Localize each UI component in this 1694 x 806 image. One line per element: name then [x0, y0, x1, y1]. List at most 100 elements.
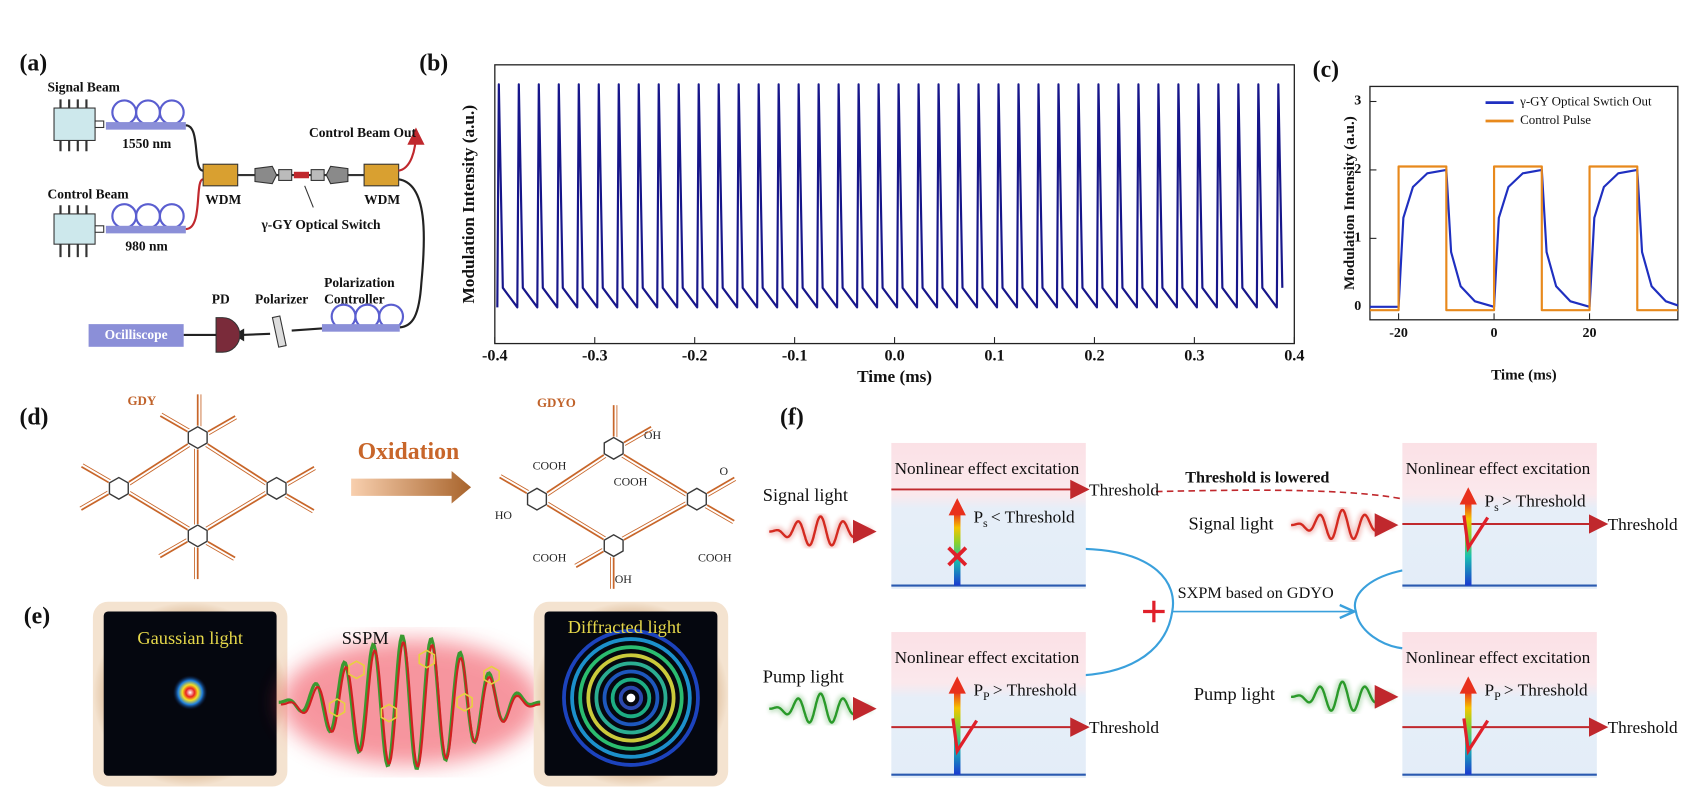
x-tick-label: 0.3: [1184, 346, 1204, 364]
light-wave: [769, 692, 877, 724]
x-tick-label: -0.2: [682, 346, 708, 364]
light-wave: [769, 515, 877, 547]
image-label: Diffracted light: [568, 617, 681, 637]
alkyne-bond: [79, 490, 109, 508]
case: Nonlinear effect excitation Threshold Pump…: [763, 632, 1159, 778]
threshold-label: Threshold: [1608, 515, 1678, 534]
ring-mask: [601, 436, 626, 461]
ring: [618, 685, 644, 711]
energy-arrow: [953, 691, 961, 775]
data-line: [1369, 165, 1678, 312]
condition-subscript: P: [983, 689, 990, 703]
y-axis-label: Modulation Intensity (a.u.): [459, 105, 478, 304]
ring-mask: [106, 476, 131, 501]
alkyne-bond: [287, 469, 316, 487]
fiber-coil: [135, 203, 161, 230]
excitation-label: Nonlinear effect excitation: [1406, 648, 1591, 667]
data-line: [1369, 168, 1679, 308]
benzene-ring: [526, 487, 548, 511]
data-line: [496, 83, 1284, 309]
x-tick-label: -0.3: [582, 346, 608, 364]
ring-core: [626, 693, 636, 703]
plot-frame: [494, 64, 1295, 345]
energy-arrow: [1465, 691, 1472, 775]
ring: [578, 645, 684, 751]
fiber-coil: [135, 99, 161, 126]
oscilloscope: [88, 324, 184, 347]
alkyne-bond: [538, 496, 616, 544]
alkyne-bond: [538, 450, 616, 503]
benzene-ring: [108, 476, 129, 500]
light-wave: [1291, 508, 1399, 541]
ring: [610, 677, 652, 719]
fiber-bar: [321, 324, 400, 332]
structure-label: GDY: [127, 393, 156, 408]
setup-label: 1550 nm: [122, 136, 172, 151]
panel-label: (c): [1313, 57, 1339, 83]
wave-glow: [769, 689, 872, 727]
setup-label: γ-GY Optical Switch: [260, 217, 381, 232]
alkyne-bond: [611, 450, 696, 503]
state-box: [891, 442, 1086, 589]
wave-glow: [1291, 506, 1394, 543]
benzene-ring: [187, 524, 208, 548]
x-tick-label: -20: [1389, 325, 1408, 341]
x-tick-label: -0.1: [782, 346, 808, 364]
alkyne-bond: [624, 429, 653, 447]
alkyne-bond: [285, 465, 315, 484]
alkyne-bond: [197, 487, 278, 537]
condition-label: Ps < Threshold: [973, 508, 1075, 530]
light-label: Signal light: [763, 485, 848, 505]
laser-pins: [59, 205, 88, 258]
ring-mask: [185, 523, 210, 548]
alkyne-bond: [161, 412, 191, 430]
alkyne-bond: [704, 506, 733, 524]
switch-sample: [293, 171, 309, 179]
light-label: Pump light: [1194, 684, 1275, 704]
alkyne-bond: [118, 487, 199, 537]
figure-body: (a) (b) (c) (d) (e) (f) Signal Beam 1550…: [19, 50, 1679, 787]
benzene-ring: [266, 476, 287, 500]
condition-relation: > Threshold: [1502, 491, 1586, 510]
excitation-label: Nonlinear effect excitation: [1406, 459, 1591, 478]
panel-label: (b): [419, 50, 448, 76]
state-box: [1402, 632, 1597, 778]
legend-label: γ-GY Optical Swtich Out: [1519, 94, 1652, 109]
panel-label: (e): [24, 603, 50, 629]
condition-symbol: P: [1484, 491, 1494, 510]
diffraction-rings: [562, 629, 700, 767]
ring: [602, 669, 660, 727]
setup-label: Ocilliscope: [105, 327, 168, 342]
panel-label: (d): [19, 405, 48, 431]
fiber-coil: [111, 203, 138, 230]
ring-mask: [185, 425, 210, 450]
ring: [594, 661, 668, 735]
molecule: [418, 649, 436, 669]
alkyne-bond: [622, 426, 652, 444]
setup-diagram: Signal Beam 1550 nm Control Beam 980 nm …: [48, 80, 425, 353]
state-box: [1402, 442, 1597, 589]
functional-group: O: [720, 464, 729, 478]
molecule: [456, 692, 473, 712]
fiber-coil: [158, 99, 185, 126]
setup-label: 980 nm: [125, 239, 168, 254]
setup-label: Control Beam: [48, 187, 130, 202]
alkyne-bond: [159, 415, 189, 433]
condition-subscript: s: [1494, 500, 1499, 514]
threshold-label: Threshold: [1608, 718, 1678, 737]
alkyne-bond: [536, 498, 615, 547]
legend-label: Control Pulse: [1520, 112, 1591, 127]
benzene-ring: [603, 436, 624, 460]
y-tick-label: 3: [1354, 93, 1361, 109]
reaction-arrow: [351, 471, 472, 504]
fiber-bar: [105, 122, 186, 130]
alkyne-bond: [499, 476, 529, 495]
condition-relation: > Threshold: [993, 680, 1077, 699]
reaction-label: Oxidation: [358, 439, 460, 465]
benzene-ring: [686, 487, 707, 511]
alkyne-bond: [284, 496, 313, 514]
wave-glow: [1291, 677, 1394, 715]
energy-arrow-head: [1459, 487, 1477, 505]
process-label: SSPM: [342, 628, 389, 648]
